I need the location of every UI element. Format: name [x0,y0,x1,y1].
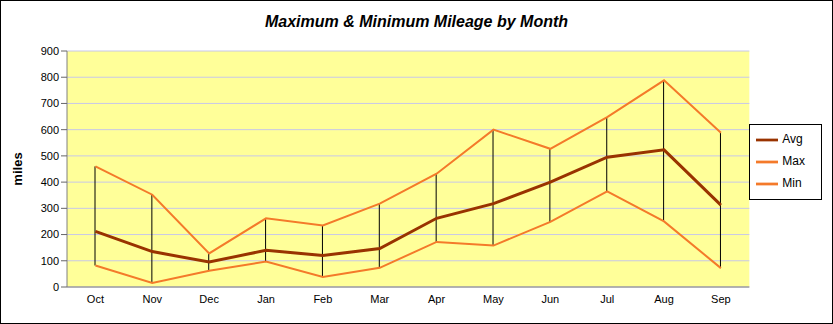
svg-text:Jun: Jun [541,293,559,305]
svg-text:Nov: Nov [143,293,163,305]
svg-text:May: May [483,293,504,305]
svg-text:0: 0 [53,281,59,293]
svg-text:Mar: Mar [370,293,389,305]
svg-text:200: 200 [41,228,59,240]
svg-text:900: 900 [41,45,59,57]
svg-text:500: 500 [41,150,59,162]
html-text:Max: Max [782,154,805,169]
svg-text:300: 300 [41,202,59,214]
svg-text:miles: miles [10,152,25,185]
svg-text:400: 400 [41,176,59,188]
svg-text:Jul: Jul [600,293,614,305]
svg-text:Aug: Aug [654,293,674,305]
html-text:Avg: Avg [782,132,803,147]
html-text:Min: Min [782,176,802,191]
svg-text:700: 700 [41,97,59,109]
html-text:Maximum & Minimum Mileage by M: Maximum & Minimum Mileage by Month [264,13,569,30]
svg-text:600: 600 [41,124,59,136]
svg-text:100: 100 [41,255,59,267]
svg-text:Sep: Sep [711,293,731,305]
svg-text:Jan: Jan [257,293,275,305]
svg-text:Dec: Dec [199,293,219,305]
svg-text:800: 800 [41,71,59,83]
svg-text:Oct: Oct [87,293,104,305]
svg-text:Feb: Feb [313,293,332,305]
svg-text:Apr: Apr [428,293,445,305]
